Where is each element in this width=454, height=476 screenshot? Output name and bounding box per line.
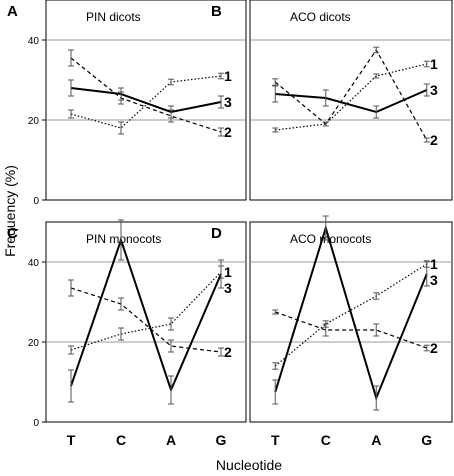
category-label: T [67, 432, 76, 448]
y-tick-label: 0 [33, 196, 39, 207]
series-line-2 [275, 311, 427, 349]
series-line-3 [70, 87, 222, 114]
panel-frame [45, 0, 247, 201]
series-label-3: 3 [430, 272, 438, 288]
panel-title: ACO monocots [290, 232, 371, 246]
series-label-2: 2 [430, 340, 438, 356]
series-line-3 [70, 236, 222, 393]
series-label-2: 2 [224, 344, 232, 360]
panel-frame [249, 221, 453, 423]
series-line-2 [274, 48, 428, 141]
series-line-1 [275, 63, 427, 131]
y-tick-label: 20 [28, 338, 40, 349]
series-line-1 [70, 75, 222, 129]
category-label: C [116, 432, 126, 448]
series-label-1: 1 [224, 264, 232, 280]
panel-frame [249, 0, 453, 201]
panel-letter: D [211, 225, 222, 242]
category-label: G [216, 432, 227, 448]
y-tick-label: 20 [28, 116, 40, 127]
y-axis-title: Frequency (%) [2, 165, 18, 257]
series-label-1: 1 [430, 56, 438, 72]
panel-letter: A [7, 3, 18, 20]
panel-letter: C [7, 225, 18, 242]
y-tick-label: 40 [28, 258, 40, 269]
panel-title: PIN dicots [86, 10, 141, 24]
series-line-3 [274, 224, 428, 402]
series-line-3 [275, 89, 428, 114]
category-label: G [421, 432, 432, 448]
series-line-2 [70, 287, 222, 353]
x-axis-title: Nucleotide [216, 457, 282, 473]
series-label-2: 2 [430, 132, 438, 148]
series-label-1: 1 [430, 256, 438, 272]
y-tick-label: 0 [33, 418, 39, 429]
series-line-1 [70, 271, 222, 351]
series-label-3: 3 [430, 82, 438, 98]
panel-letter: B [211, 3, 222, 20]
series-label-3: 3 [224, 280, 232, 296]
category-label: A [166, 432, 176, 448]
category-label: A [371, 432, 381, 448]
panel-frame [45, 221, 247, 423]
series-line-2 [70, 57, 222, 133]
series-label-1: 1 [224, 68, 232, 84]
y-tick-label: 40 [28, 36, 40, 47]
panel-title: PIN monocots [86, 232, 161, 246]
series-label-2: 2 [224, 124, 232, 140]
category-label: T [271, 432, 280, 448]
panel-title: ACO dicots [290, 10, 351, 24]
series-label-3: 3 [224, 94, 232, 110]
category-label: C [321, 432, 331, 448]
